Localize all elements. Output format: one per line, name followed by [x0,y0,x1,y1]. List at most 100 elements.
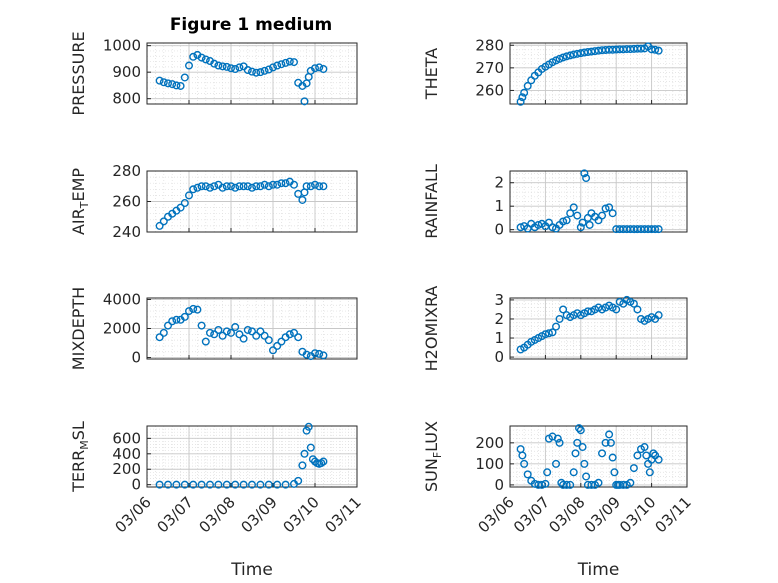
data-point [608,209,617,218]
ylabel: RAINFALL [422,164,441,239]
ytick-label: 1000 [103,37,141,55]
data-point [273,341,282,350]
ytick-label: 2000 [103,320,141,338]
data-point [562,52,571,61]
data-point [541,479,550,488]
markers [155,177,328,230]
data-point [222,62,231,71]
data-point [580,459,589,468]
data-point [302,350,311,359]
data-point [235,182,244,191]
data-point [273,61,282,70]
ytick-label: 800 [112,90,141,108]
ytick-label: 4000 [103,290,141,308]
data-point [306,443,315,452]
data-point [290,180,299,189]
data-point [585,220,594,229]
data-point [580,169,589,178]
data-point [243,325,252,334]
data-point [645,468,654,477]
data-point [205,183,214,192]
markers [516,424,663,489]
markers [155,50,328,106]
ylabel: H2OMIXRA [422,286,441,372]
data-point [569,203,578,212]
ytick-label: 100 [475,455,504,473]
data-point [520,88,529,97]
data-point [576,223,585,232]
data-point [555,54,564,63]
panel-mixdepth: 0 2000 4000 MIXDEPTH [69,287,358,370]
ytick-label: 400 [112,445,141,463]
data-point [252,182,261,191]
data-point [315,63,324,72]
data-point [562,480,571,489]
data-point [189,480,198,489]
data-point [516,97,525,106]
data-point [247,480,256,489]
data-point [243,66,252,75]
data-point [180,199,189,208]
data-point [214,325,223,334]
data-point [633,305,642,314]
data-point [537,480,546,489]
data-point [231,323,240,332]
ylabel: AIRTEMP [69,168,91,235]
axes-box [509,297,688,360]
data-point [587,480,596,489]
data-point [573,211,582,220]
data-point [256,327,265,336]
data-point [578,443,587,452]
ytick-label: 270 [475,59,504,77]
data-point [523,470,532,479]
data-point [235,63,244,72]
data-point [222,182,231,191]
data-point [168,317,177,326]
data-point [180,480,189,489]
data-point [252,68,261,77]
data-point [582,174,591,183]
data-point [298,461,307,470]
data-point [172,480,181,489]
ytick-label: 1 [494,329,504,347]
data-point [544,329,553,338]
data-point [239,182,248,191]
data-point [189,185,198,194]
data-point [264,480,273,489]
data-point [226,182,235,191]
data-point [269,63,278,72]
data-point [311,180,320,189]
axes-box [509,425,688,488]
data-point [518,93,527,102]
data-point [197,321,206,330]
data-point [218,331,227,340]
ytick-label: 0 [494,476,504,494]
data-point [168,80,177,89]
data-point [163,79,172,88]
data-point [566,209,575,218]
ytick-label: 200 [112,460,141,478]
panel-air_temp: 240 260 280 AIRTEMP [69,162,358,241]
axes-box [146,425,358,488]
data-point [176,81,185,90]
data-point [231,480,240,489]
data-point [285,330,294,339]
data-point [193,305,202,314]
xlabel: Time [577,560,620,580]
tick-marks [509,44,688,104]
ytick-label: 600 [112,429,141,447]
data-point [642,451,651,460]
axes-box [509,170,688,233]
data-point [273,180,282,189]
data-point [640,443,649,452]
markers [516,295,663,354]
data-point [205,480,214,489]
data-point [601,204,610,213]
data-point [300,449,309,458]
data-point [210,59,219,68]
markers [516,42,663,106]
data-point [578,218,587,227]
data-point [163,321,172,330]
data-point [569,468,578,477]
